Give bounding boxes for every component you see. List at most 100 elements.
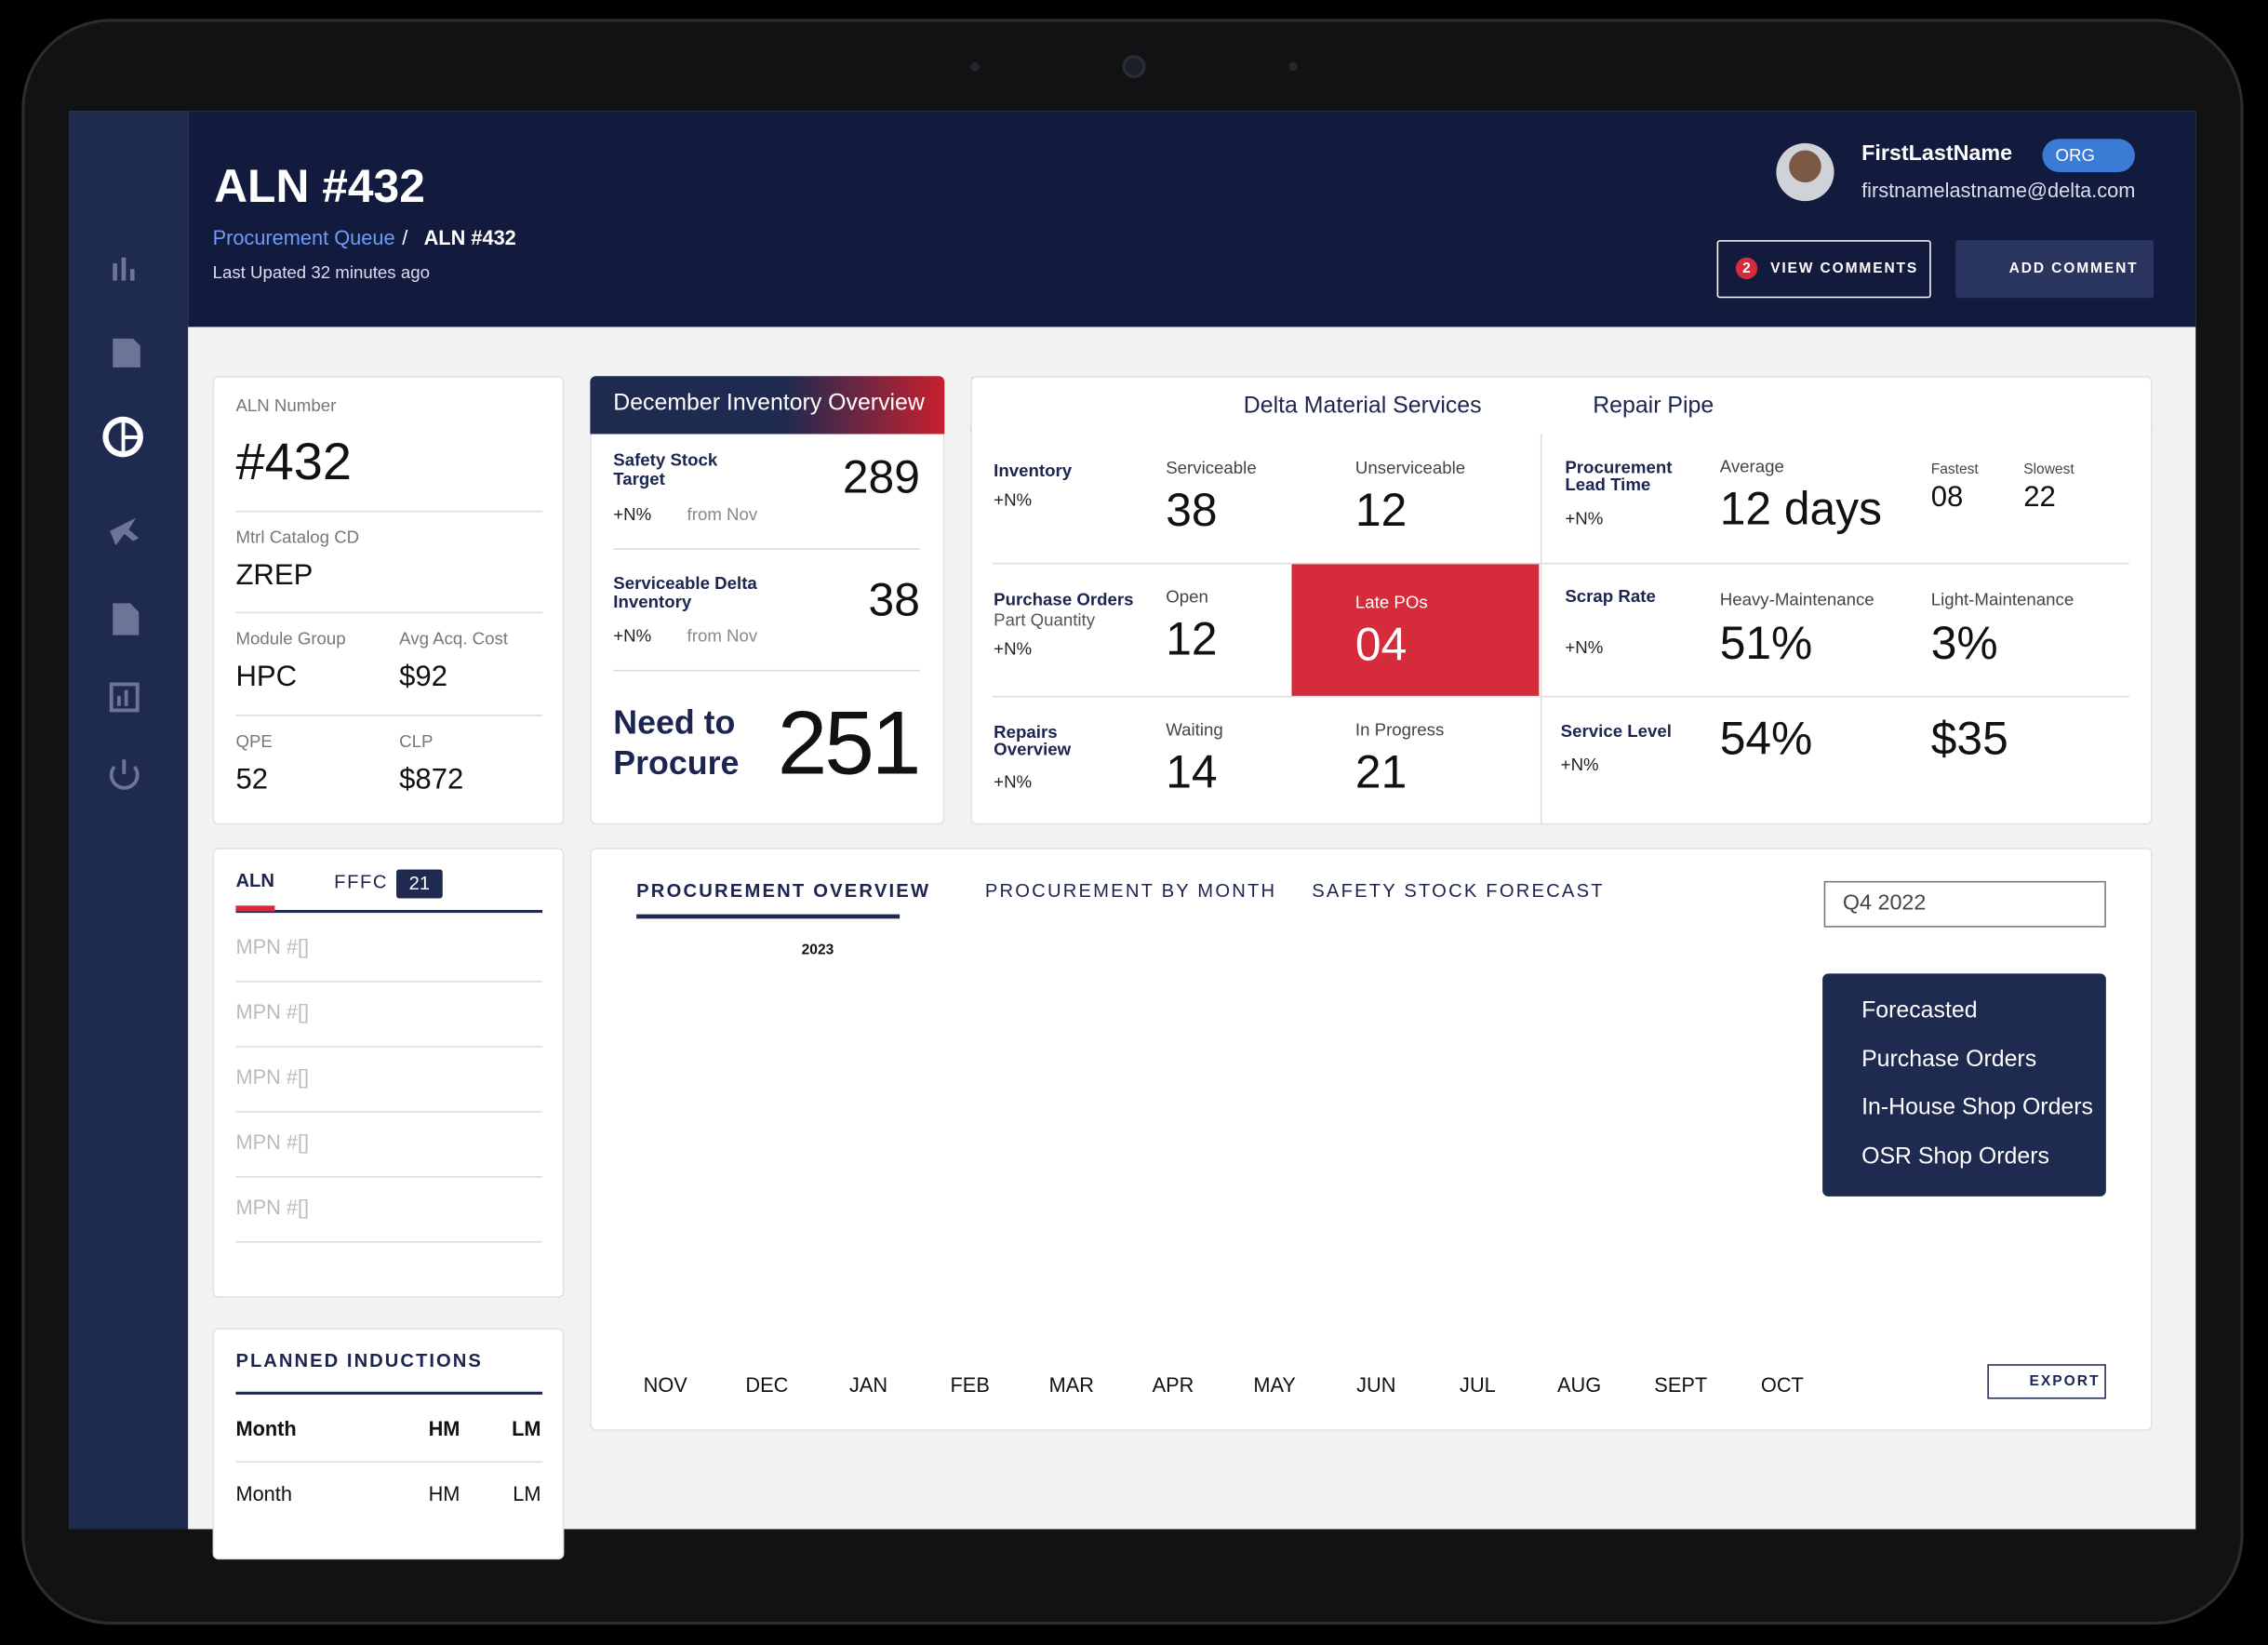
- field-value: HPC: [235, 661, 298, 693]
- button-label: VIEW COMMENTS: [1770, 261, 1919, 277]
- row-label: Serviceable Delta Inventory: [613, 572, 757, 612]
- change: +N%: [1560, 754, 1599, 775]
- nav-icon[interactable]: [102, 416, 143, 458]
- sensor: [1288, 61, 1298, 72]
- last-updated: Last Upated 32 minutes ago: [212, 262, 430, 283]
- metric-label: Repairs Overview: [994, 721, 1072, 760]
- cell-value: 04: [1354, 618, 1407, 671]
- x-tick-label: FEB: [950, 1373, 990, 1397]
- button-label: ADD COMMENT: [2008, 261, 2139, 277]
- cell-value: 38: [1166, 483, 1218, 536]
- divider: [1540, 562, 2129, 565]
- divider: [235, 1461, 543, 1463]
- user-email: firstnamelastname@delta.com: [1861, 178, 2136, 202]
- x-tick-label: MAR: [1048, 1373, 1095, 1397]
- add-comment-button[interactable]: [1955, 240, 2155, 299]
- need-value: 251: [777, 694, 922, 795]
- period-dropdown[interactable]: [1823, 880, 2106, 928]
- legend-label: Purchase Orders: [1861, 1047, 2037, 1072]
- nav-icon[interactable]: [113, 257, 135, 281]
- cell-label: Serviceable: [1166, 457, 1257, 478]
- table-header: Month: [235, 1416, 297, 1440]
- metric-label: Purchase Orders: [994, 589, 1134, 610]
- list-item[interactable]: MPN #[]: [235, 1130, 310, 1154]
- legend: [1822, 973, 2106, 1197]
- tab[interactable]: Delta Inventory: [992, 394, 1149, 419]
- list-item[interactable]: MPN #[]: [235, 934, 310, 958]
- tab[interactable]: Delta Material Services: [1243, 394, 1482, 419]
- comment-badge: [1735, 257, 1758, 280]
- export-button[interactable]: [1987, 1364, 2106, 1399]
- need-label: Need to Procure: [613, 702, 740, 781]
- avatar: [1776, 142, 1834, 202]
- badge-count: 21: [408, 872, 431, 894]
- change: +N%: [613, 503, 652, 525]
- tab-active-underline: [235, 905, 275, 912]
- field-label: Module Group: [235, 628, 346, 649]
- delta-card: [970, 376, 2153, 825]
- table-cell: LM: [513, 1481, 541, 1505]
- tab-line: [235, 910, 543, 914]
- x-tick-label: JAN: [848, 1373, 888, 1397]
- button-label: EXPORT: [2029, 1373, 2101, 1390]
- cell-value: 14: [1166, 745, 1218, 798]
- cell-value: 12 days: [1719, 482, 1882, 535]
- chart-tab[interactable]: PROCUREMENT BY MONTH: [984, 879, 1277, 902]
- page-title: ALN #432: [214, 159, 425, 212]
- metric-label: Service Level: [1560, 720, 1672, 742]
- change: +N%: [994, 489, 1033, 510]
- x-tick-label: JUN: [1356, 1373, 1396, 1397]
- legend-label: In-House Shop Orders: [1861, 1095, 2093, 1120]
- x-tick-label: DEC: [745, 1373, 789, 1397]
- divider: [235, 1241, 543, 1243]
- card-title: December Inventory Overview: [613, 391, 925, 416]
- cell-label: Average: [1719, 456, 1784, 477]
- list-item[interactable]: MPN #[]: [235, 1195, 310, 1219]
- cell-value: 12: [1166, 612, 1218, 665]
- divider: [235, 510, 543, 513]
- org-pill[interactable]: [2042, 139, 2135, 173]
- divider: [613, 669, 920, 672]
- nav-icon[interactable]: [109, 682, 140, 713]
- chart-tab[interactable]: SAFETY STOCK FORECAST: [1312, 879, 1605, 902]
- list-tab[interactable]: FFFC: [334, 870, 389, 893]
- metric-label: Scrap Rate: [1565, 585, 1656, 607]
- divider: [235, 1111, 543, 1113]
- cell-label: Unserviceable: [1354, 457, 1466, 478]
- nav-icon[interactable]: [110, 517, 140, 546]
- nav-icon[interactable]: [113, 603, 140, 635]
- nav-icon[interactable]: [109, 759, 140, 790]
- late-pos-highlight: [1291, 564, 1540, 696]
- cell-value: 12: [1354, 483, 1407, 536]
- cell-value: 51%: [1719, 616, 1813, 669]
- cell-value: 08: [1930, 481, 1964, 514]
- breadcrumb-link[interactable]: Procurement Queue: [212, 226, 395, 249]
- cell-label: Waiting: [1166, 719, 1223, 741]
- x-tick-label: APR: [1152, 1373, 1194, 1397]
- x-tick-label: MAY: [1253, 1373, 1296, 1397]
- list-tab[interactable]: ALN: [235, 869, 274, 891]
- row-value: 38: [868, 573, 920, 626]
- overview-header: [590, 376, 945, 435]
- cell-value: $35: [1930, 712, 2008, 765]
- cell-label: Slowest: [2023, 461, 2075, 478]
- year-label: 2023: [801, 942, 834, 959]
- x-tick-label: AUG: [1556, 1373, 1602, 1397]
- list-item[interactable]: MPN #[]: [235, 999, 310, 1023]
- nav-icon[interactable]: [113, 338, 140, 368]
- tab[interactable]: Repair Pipe: [1593, 394, 1714, 419]
- divider: [235, 1176, 543, 1178]
- since-label: from Nov: [687, 625, 758, 647]
- chart-tab[interactable]: PROCUREMENT OVERVIEW: [636, 879, 931, 902]
- breadcrumb-current: ALN #432: [423, 226, 516, 249]
- row-value: 289: [842, 450, 920, 503]
- change: +N%: [613, 625, 652, 647]
- cell-label: Heavy-Maintenance: [1719, 589, 1874, 610]
- cell-label: Light-Maintenance: [1930, 589, 2075, 610]
- field-label: Mtrl Catalog CD: [235, 527, 360, 548]
- divider: [992, 695, 1541, 698]
- view-comments-button[interactable]: [1716, 240, 1931, 299]
- list-item[interactable]: MPN #[]: [235, 1064, 310, 1089]
- table-header: LM: [512, 1416, 541, 1440]
